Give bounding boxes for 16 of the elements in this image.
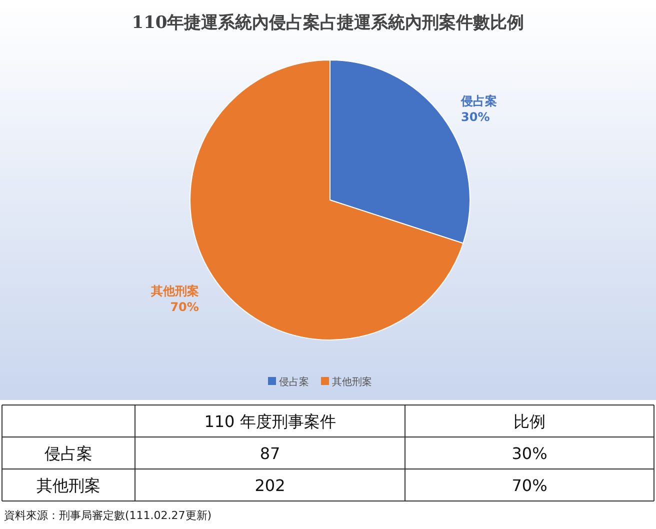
category-label: 其他刑案 bbox=[36, 476, 100, 495]
legend-label: 侵占案 bbox=[279, 376, 309, 388]
data-label: 70% bbox=[170, 300, 199, 314]
legend-label: 其他刑案 bbox=[332, 376, 372, 388]
data-label: 30% bbox=[461, 110, 490, 124]
text: 70% bbox=[512, 476, 548, 495]
slice-label: 侵占案 bbox=[460, 94, 498, 108]
text: 87 bbox=[260, 444, 280, 463]
slice-label: 其他刑案 bbox=[150, 284, 199, 298]
source-note: 資料來源：刑事局審定數(111.02.27更新) bbox=[4, 509, 212, 522]
chart-title: 110年捷運系統內侵占案占捷運系統內刑案件數比例 bbox=[132, 12, 524, 33]
text: 比例 bbox=[514, 412, 546, 431]
category-label: 侵占案 bbox=[44, 444, 92, 463]
text: 110 年度刑事案件 bbox=[204, 412, 336, 431]
text: 30% bbox=[512, 444, 548, 463]
text: 202 bbox=[254, 476, 286, 495]
